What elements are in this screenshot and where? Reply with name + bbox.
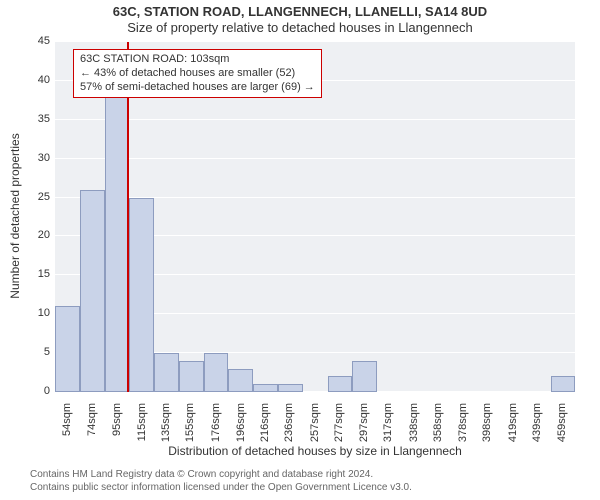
histogram-bar: [179, 361, 204, 392]
y-tick-label: 5: [20, 346, 50, 358]
histogram-bar: [129, 198, 154, 392]
x-tick-label: 297sqm: [358, 403, 370, 453]
histogram-bar: [551, 376, 576, 392]
histogram-bar: [204, 353, 229, 392]
annotation-line1: 63C STATION ROAD: 103sqm: [80, 53, 315, 67]
y-tick-label: 15: [20, 268, 50, 280]
x-tick-label: 257sqm: [309, 403, 321, 453]
x-tick-label: 176sqm: [210, 403, 222, 453]
x-tick-label: 439sqm: [531, 403, 543, 453]
histogram-bar: [55, 306, 80, 392]
gridline: [55, 119, 575, 120]
x-tick-label: 196sqm: [235, 403, 247, 453]
x-tick-label: 115sqm: [136, 403, 148, 453]
chart-title-line1: 63C, STATION ROAD, LLANGENNECH, LLANELLI…: [0, 4, 600, 19]
y-tick-label: 0: [20, 385, 50, 397]
x-tick-label: 398sqm: [481, 403, 493, 453]
x-tick-label: 54sqm: [61, 403, 73, 453]
y-tick-label: 30: [20, 152, 50, 164]
y-tick-label: 20: [20, 229, 50, 241]
x-tick-label: 155sqm: [184, 403, 196, 453]
x-tick-label: 419sqm: [507, 403, 519, 453]
annotation-line3: 57% of semi-detached houses are larger (…: [80, 81, 315, 95]
histogram-bar: [80, 190, 105, 392]
histogram-bar: [154, 353, 179, 392]
histogram-bar: [328, 376, 353, 392]
x-tick-label: 459sqm: [556, 403, 568, 453]
chart-title-line2: Size of property relative to detached ho…: [0, 20, 600, 35]
x-tick-label: 216sqm: [259, 403, 271, 453]
footer-line1: Contains HM Land Registry data © Crown c…: [30, 468, 412, 481]
x-tick-label: 236sqm: [283, 403, 295, 453]
annotation-line2: ← 43% of detached houses are smaller (52…: [80, 67, 315, 81]
histogram-bar: [352, 361, 377, 392]
x-tick-label: 358sqm: [432, 403, 444, 453]
histogram-bar: [228, 369, 253, 392]
y-axis-label: Number of detached properties: [8, 41, 22, 391]
gridline: [55, 158, 575, 159]
x-tick-label: 95sqm: [111, 403, 123, 453]
y-tick-label: 25: [20, 191, 50, 203]
x-tick-label: 277sqm: [333, 403, 345, 453]
gridline: [55, 41, 575, 42]
y-tick-label: 35: [20, 113, 50, 125]
x-tick-label: 74sqm: [86, 403, 98, 453]
x-tick-label: 338sqm: [408, 403, 420, 453]
footer-attribution: Contains HM Land Registry data © Crown c…: [30, 468, 412, 494]
histogram-bar: [278, 384, 303, 392]
x-tick-label: 378sqm: [457, 403, 469, 453]
x-tick-label: 135sqm: [160, 403, 172, 453]
y-tick-label: 40: [20, 74, 50, 86]
y-tick-label: 45: [20, 35, 50, 47]
annotation-box: 63C STATION ROAD: 103sqm ← 43% of detach…: [73, 49, 322, 98]
histogram-bar: [105, 65, 130, 392]
y-tick-label: 10: [20, 307, 50, 319]
x-tick-label: 317sqm: [382, 403, 394, 453]
histogram-bar: [253, 384, 278, 392]
footer-line2: Contains public sector information licen…: [30, 481, 412, 494]
